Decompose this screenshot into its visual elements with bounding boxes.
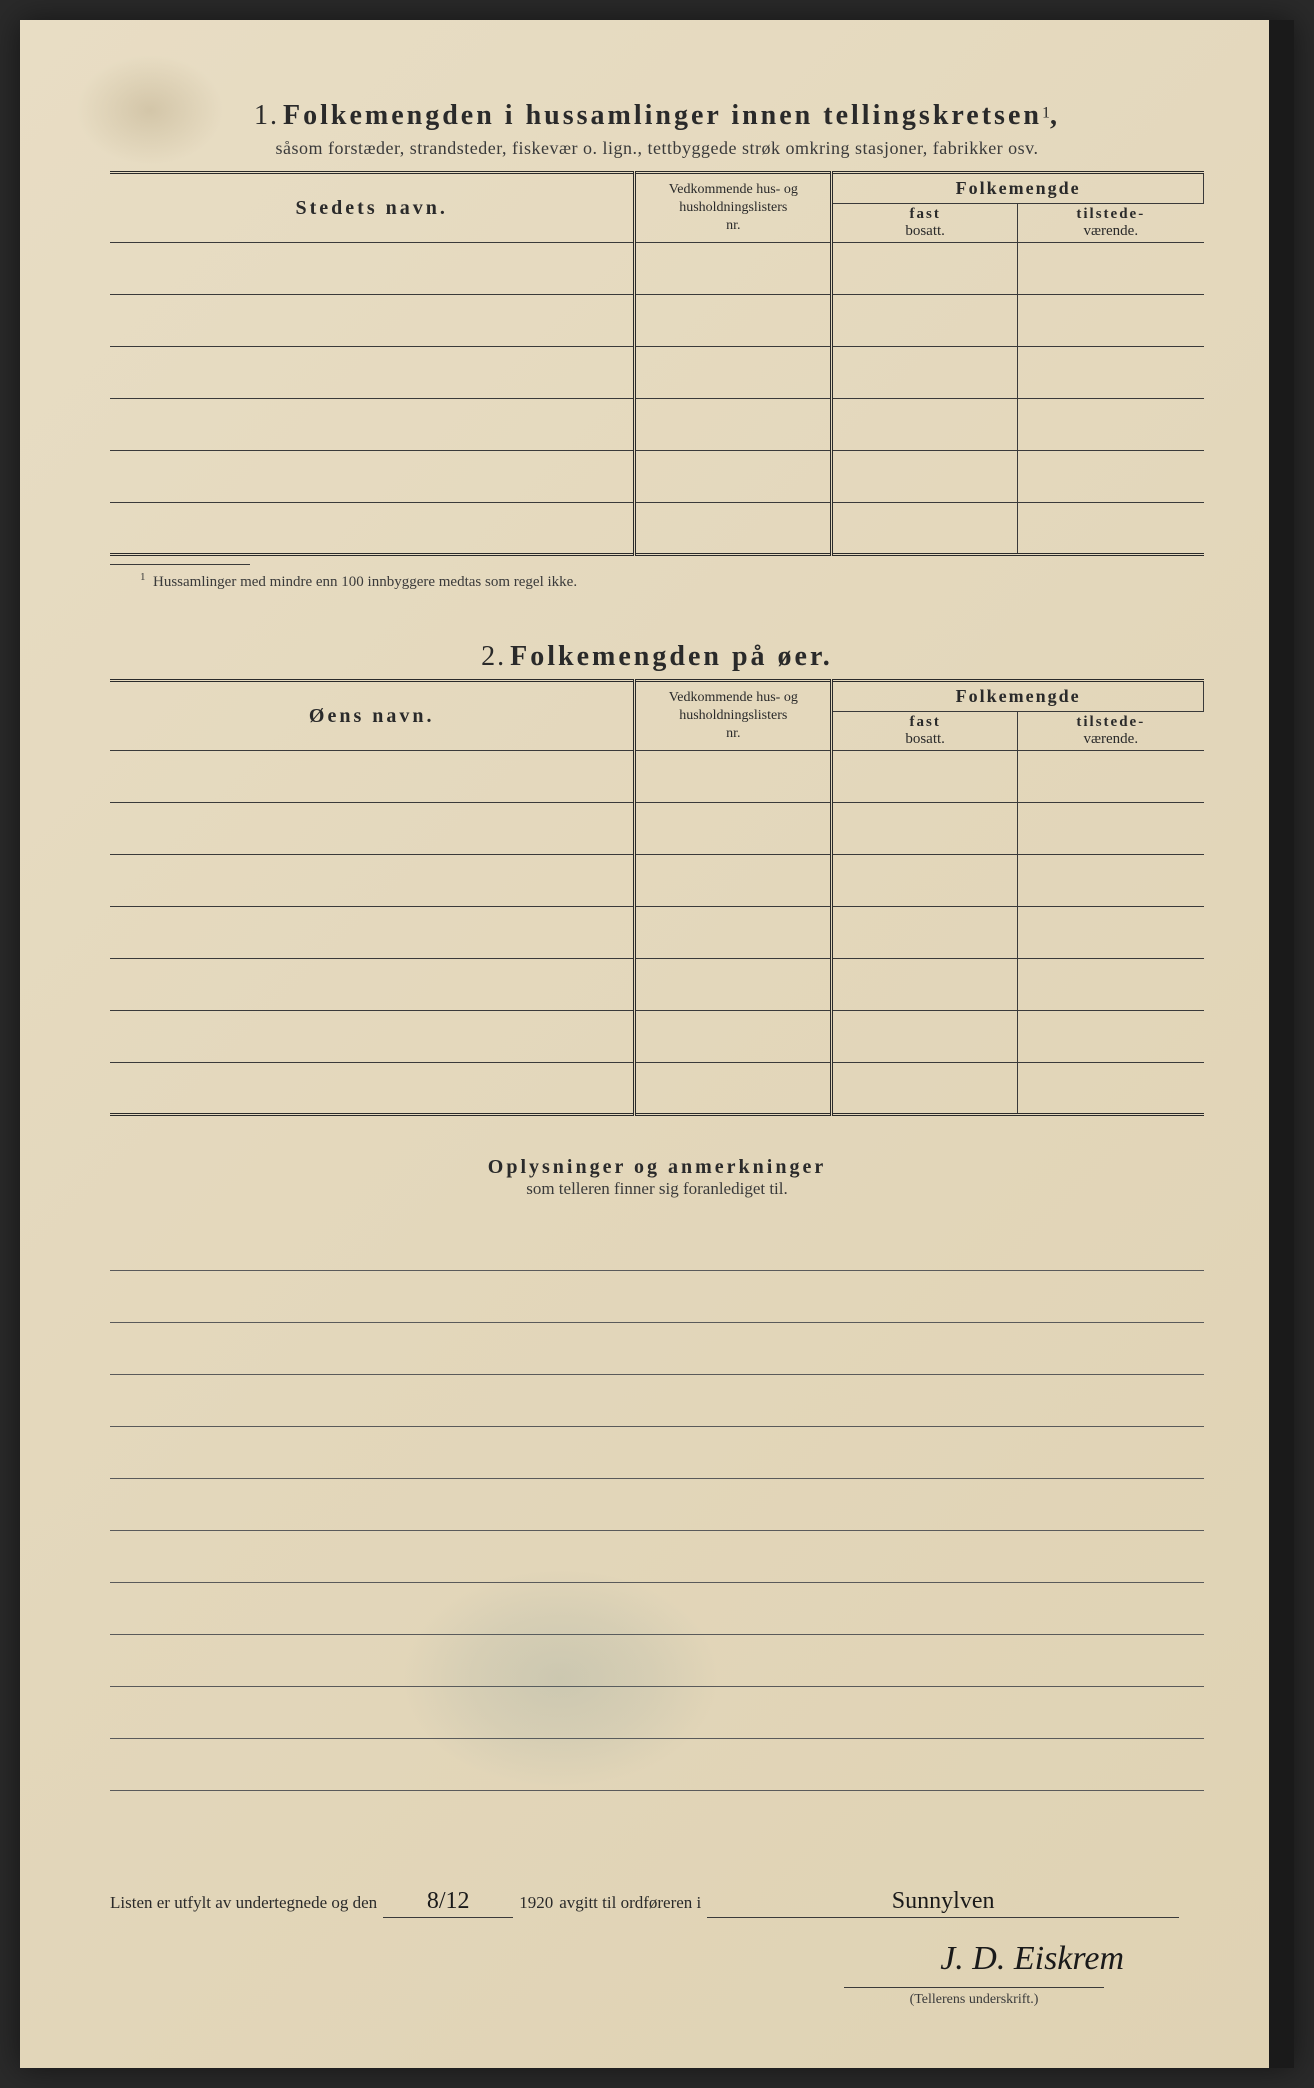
section2-title: 2. Folkemengden på øer.	[110, 641, 1204, 673]
col-oens-navn: Øens navn.	[110, 681, 635, 751]
section1-number: 1.	[254, 100, 279, 131]
section2-body	[110, 751, 1204, 1115]
col-lists: Vedkommende hus- og husholdningslisters …	[635, 173, 832, 243]
section3-subtitle: som telleren finner sig foranlediget til…	[110, 1179, 1204, 1199]
document-page: 1. Folkemengden i hussamlinger innen tel…	[20, 20, 1294, 2068]
section1-body	[110, 243, 1204, 555]
col-folkemengde-2: Folkemengde	[832, 681, 1204, 712]
col-fast-bosatt: fastbosatt.	[832, 204, 1018, 243]
footer-year: 1920	[519, 1893, 553, 1913]
col-lists-2: Vedkommende hus- og husholdningslisters …	[635, 681, 832, 751]
section1-title: 1. Folkemengden i hussamlinger innen tel…	[110, 100, 1204, 132]
col-tilstede-2: tilstede-værende.	[1018, 712, 1204, 751]
section1-footnote: 1 Hussamlinger med mindre enn 100 innbyg…	[140, 571, 1204, 591]
footer-place: Sunnylven	[707, 1888, 1179, 1918]
col-fast-bosatt-2: fastbosatt.	[832, 712, 1018, 751]
section2-table: Øens navn. Vedkommende hus- og husholdni…	[110, 679, 1204, 1116]
section2-number: 2.	[481, 641, 506, 672]
section3-title: Oplysninger og anmerkninger	[110, 1156, 1204, 1179]
footer-line: Listen er utfylt av undertegnede og den …	[110, 1888, 1179, 1918]
col-stedets-navn: Stedets navn.	[110, 173, 635, 243]
section1-superscript: 1	[1042, 105, 1050, 122]
col-tilstede: tilstede-værende.	[1018, 204, 1204, 243]
signature-label: (Tellerens underskrift.)	[844, 1987, 1104, 2008]
footnote-rule	[110, 564, 250, 565]
footer-text-before: Listen er utfylt av undertegnede og den	[110, 1893, 377, 1913]
section2-heading: Folkemengden på øer.	[510, 641, 833, 672]
footer-date: 8/12	[383, 1888, 513, 1918]
remarks-lines	[110, 1219, 1204, 1791]
col-folkemengde: Folkemengde	[832, 173, 1204, 204]
footer-text-after: avgitt til ordføreren i	[559, 1893, 701, 1913]
signature: J. D. Eiskrem	[940, 1940, 1124, 1978]
section1-subtitle: såsom forstæder, strandsteder, fiskevær …	[110, 138, 1204, 159]
section1-table: Stedets navn. Vedkommende hus- og hushol…	[110, 171, 1204, 556]
section1-heading: Folkemengden i hussamlinger innen tellin…	[283, 100, 1042, 131]
